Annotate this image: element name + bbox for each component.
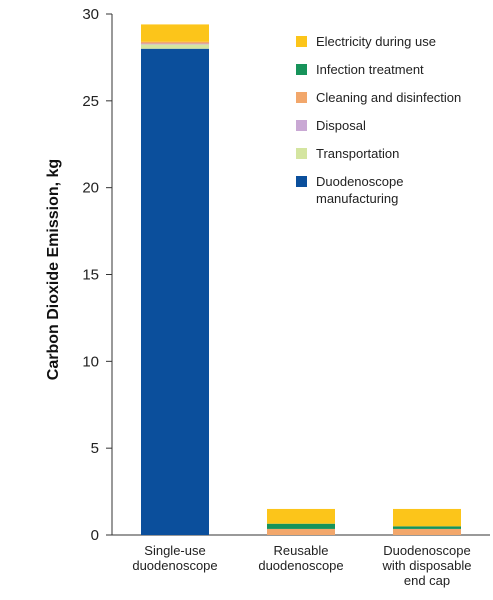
legend-swatch bbox=[296, 92, 307, 103]
bar-segment bbox=[393, 508, 461, 527]
legend-label: Transportation bbox=[316, 146, 399, 161]
x-tick-label: duodenoscope bbox=[132, 558, 217, 573]
y-axis-title: Carbon Dioxide Emission, kg bbox=[45, 159, 62, 380]
legend-swatch bbox=[296, 176, 307, 187]
bar-segment bbox=[267, 528, 335, 535]
x-tick-label: Duodenoscope bbox=[383, 543, 470, 558]
bar-segment bbox=[141, 41, 209, 44]
x-tick-label: end cap bbox=[404, 573, 450, 588]
legend-swatch bbox=[296, 120, 307, 131]
bar-segment bbox=[141, 48, 209, 535]
legend-label: Infection treatment bbox=[316, 62, 424, 77]
x-tick-label: with disposable bbox=[382, 558, 472, 573]
legend-label: Duodenoscope bbox=[316, 174, 403, 189]
y-tick-label: 5 bbox=[91, 440, 99, 457]
bar-segment bbox=[393, 528, 461, 535]
bar-segment bbox=[141, 24, 209, 42]
bars: Single-useduodenoscopeReusableduodenosco… bbox=[132, 24, 471, 588]
legend-label: manufacturing bbox=[316, 191, 398, 206]
legend-label: Disposal bbox=[316, 118, 366, 133]
legend-label: Electricity during use bbox=[316, 34, 436, 49]
y-tick-label: 30 bbox=[82, 6, 99, 23]
legend-label: Cleaning and disinfection bbox=[316, 90, 461, 105]
x-tick-label: Single-use bbox=[144, 543, 205, 558]
x-tick-label: Reusable bbox=[274, 543, 329, 558]
legend-swatch bbox=[296, 64, 307, 75]
y-tick-label: 10 bbox=[82, 353, 99, 370]
legend-swatch bbox=[296, 148, 307, 159]
bar-segment bbox=[141, 43, 209, 45]
legend-swatch bbox=[296, 36, 307, 47]
x-tick-label: duodenoscope bbox=[258, 558, 343, 573]
y-tick-label: 15 bbox=[82, 267, 99, 284]
y-tick-label: 0 bbox=[91, 527, 99, 544]
legend: Electricity during use Infection treatmen… bbox=[296, 34, 461, 206]
y-tick-label: 25 bbox=[82, 93, 99, 110]
bar-segment bbox=[267, 523, 335, 529]
y-tick-label: 20 bbox=[82, 180, 99, 197]
bar-segment bbox=[267, 508, 335, 524]
bar-segment bbox=[393, 526, 461, 529]
bar-segment bbox=[141, 44, 209, 49]
